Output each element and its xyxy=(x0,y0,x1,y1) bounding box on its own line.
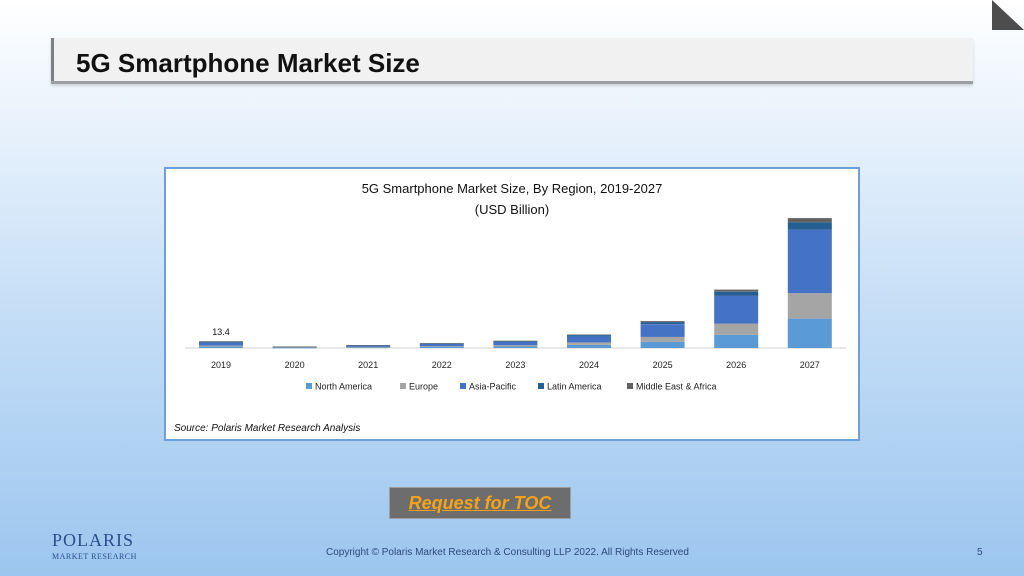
legend-swatch xyxy=(627,383,633,389)
legend-label: North America xyxy=(315,382,372,392)
legend-label: Europe xyxy=(409,382,438,392)
legend-swatch xyxy=(538,383,544,389)
bar-segment-2019-latin-america xyxy=(199,341,243,343)
bar-segment-2026-europe xyxy=(714,323,759,335)
bar-segment-2021-north-america xyxy=(346,347,391,348)
chart-title: 5G Smartphone Market Size, By Region, 20… xyxy=(362,181,663,196)
bar-segment-2019-north-america xyxy=(199,346,243,348)
bar-segment-2024-latin-america xyxy=(567,335,611,337)
legend-label: Middle East & Africa xyxy=(636,382,717,392)
chart-source: Source: Polaris Market Research Analysis xyxy=(174,423,360,434)
logo-wordmark: POLARIS xyxy=(52,530,135,550)
page-title: 5G Smartphone Market Size xyxy=(76,48,420,78)
bar-segment-2024-north-america xyxy=(567,345,611,348)
x-tick-label: 2026 xyxy=(726,360,746,370)
polaris-logo: POLARIS MARKET RESEARCH xyxy=(52,531,137,561)
bar-segment-2023-asia-pacific xyxy=(493,341,538,346)
bar-segment-2022-europe xyxy=(419,346,464,347)
legend-swatch xyxy=(460,383,466,389)
bar-segment-2024-middle-east-africa xyxy=(567,334,611,336)
chart-subtitle: (USD Billion) xyxy=(475,202,549,217)
chart-container: 5G Smartphone Market Size, By Region, 20… xyxy=(164,167,860,441)
legend-swatch xyxy=(400,383,406,389)
logo-tagline: MARKET RESEARCH xyxy=(52,552,137,561)
legend-swatch xyxy=(306,383,312,389)
bar-segment-2027-north-america xyxy=(787,318,832,348)
bar-segment-2025-middle-east-africa xyxy=(640,321,685,323)
bar-segment-2024-europe xyxy=(567,342,611,345)
bar-segment-2026-latin-america xyxy=(714,291,759,296)
bar-segment-2027-middle-east-africa xyxy=(787,218,832,223)
title-bar: 5G Smartphone Market Size xyxy=(51,38,973,84)
x-tick-label: 2022 xyxy=(432,360,452,370)
bar-segment-2025-europe xyxy=(640,336,685,342)
bar-segment-2019-middle-east-africa xyxy=(199,341,243,342)
bar-segment-2027-latin-america xyxy=(787,222,832,230)
bar-segment-2023-latin-america xyxy=(493,341,538,342)
bar-segment-2023-europe xyxy=(493,345,538,347)
bar-segment-2021-asia-pacific xyxy=(346,345,391,347)
bar-segment-2019-asia-pacific xyxy=(199,342,243,346)
bar-segment-2026-asia-pacific xyxy=(714,295,759,324)
bar-segment-2022-asia-pacific xyxy=(419,343,464,347)
bar-segment-2025-latin-america xyxy=(640,322,685,325)
copyright-text: Copyright © Polaris Market Research & Co… xyxy=(326,547,689,558)
bar-segment-2022-middle-east-africa xyxy=(419,343,464,344)
bar-segment-2027-europe xyxy=(787,293,832,319)
bar-segment-2020-europe xyxy=(272,347,317,348)
legend-label: Latin America xyxy=(547,382,602,392)
x-tick-label: 2020 xyxy=(285,360,305,370)
x-tick-label: 2021 xyxy=(358,360,378,370)
x-tick-label: 2023 xyxy=(505,360,525,370)
corner-triangle-icon xyxy=(992,0,1024,30)
bar-segment-2022-north-america xyxy=(419,347,464,348)
x-tick-label: 2019 xyxy=(211,360,231,370)
stacked-bar-chart: 5G Smartphone Market Size, By Region, 20… xyxy=(174,181,846,434)
bar-segment-2026-north-america xyxy=(714,334,759,348)
x-tick-label: 2025 xyxy=(653,360,673,370)
bar-segment-2024-asia-pacific xyxy=(567,336,611,343)
bar-segment-2019-europe xyxy=(199,345,243,347)
x-tick-label: 2024 xyxy=(579,360,599,370)
legend-label: Asia-Pacific xyxy=(469,382,517,392)
x-tick-label: 2027 xyxy=(800,360,820,370)
data-label: 13.4 xyxy=(212,327,230,337)
bar-segment-2023-middle-east-africa xyxy=(493,340,538,342)
bar-segment-2025-north-america xyxy=(640,341,685,348)
page-number: 5 xyxy=(977,547,983,558)
bar-segment-2021-middle-east-africa xyxy=(346,345,391,346)
bar-segment-2023-north-america xyxy=(493,346,538,348)
bar-segment-2026-middle-east-africa xyxy=(714,289,759,292)
title-accent xyxy=(51,38,54,81)
bar-segment-2027-asia-pacific xyxy=(787,229,832,294)
bar-segment-2021-europe xyxy=(346,346,391,348)
request-toc-button[interactable]: Request for TOC xyxy=(389,487,571,519)
bar-segment-2025-asia-pacific xyxy=(640,324,685,337)
bar-segment-2020-middle-east-africa xyxy=(272,346,317,348)
